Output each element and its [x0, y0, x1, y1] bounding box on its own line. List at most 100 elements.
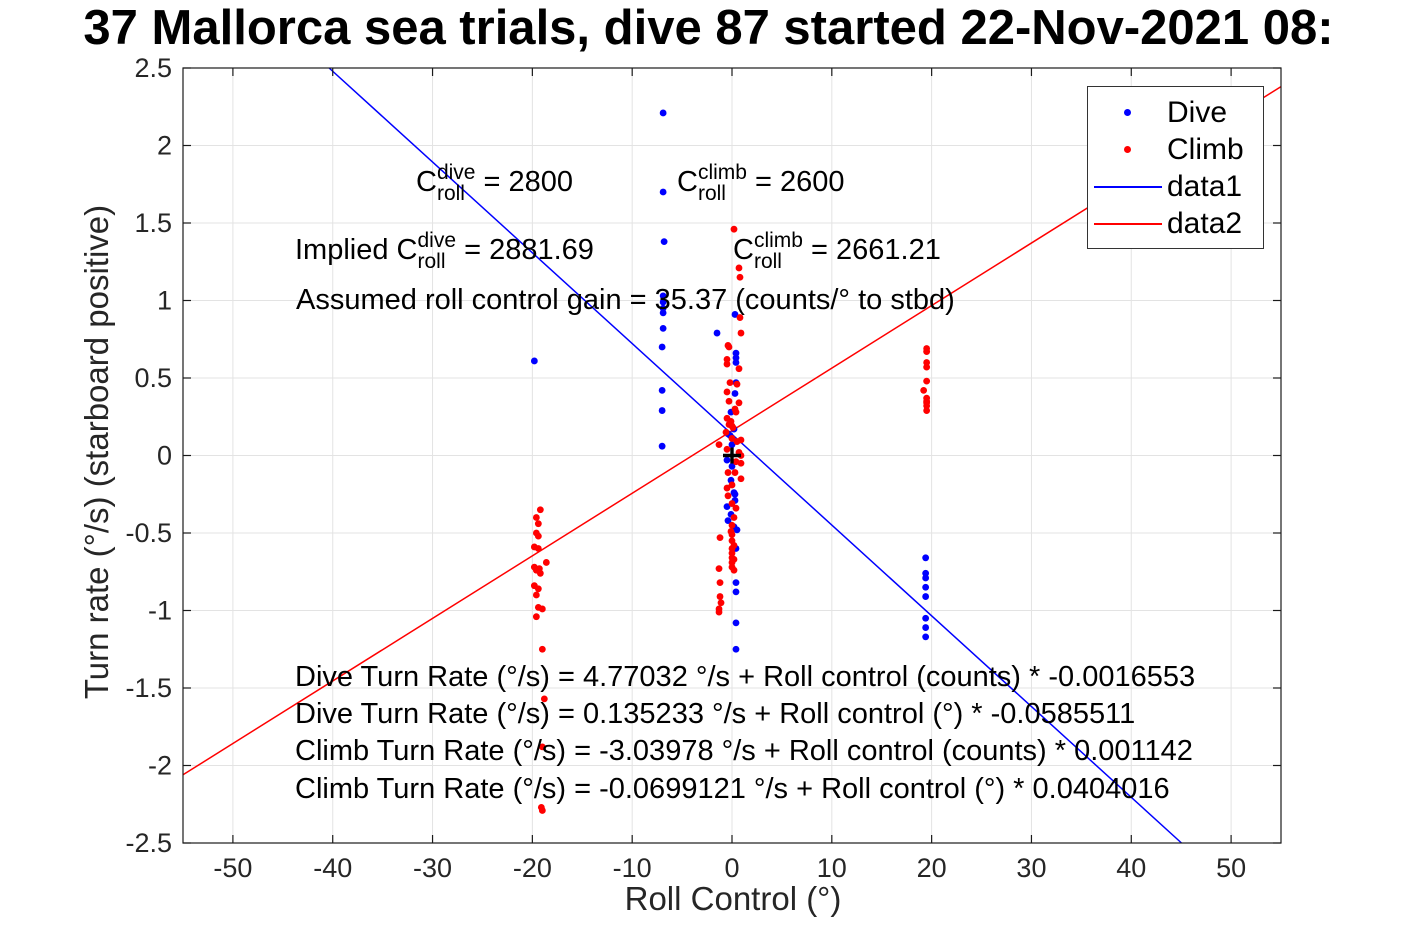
point-dive [659, 188, 667, 196]
point-climb [737, 475, 745, 483]
point-dive [922, 633, 930, 641]
point-dive [530, 357, 538, 365]
x-tick-label: -40 [313, 853, 352, 883]
point-climb [715, 565, 723, 573]
point-climb [732, 408, 740, 416]
point-dive [658, 442, 666, 450]
point-climb [728, 435, 736, 442]
point-climb [923, 363, 931, 371]
x-tick-label: -50 [213, 853, 252, 883]
annotation-gain: Assumed roll control gain = 35.37 (count… [296, 284, 955, 316]
point-climb [534, 532, 542, 540]
point-climb [729, 424, 737, 431]
point-climb [538, 807, 546, 814]
point-climb [538, 605, 546, 613]
data1-line-marker-icon [1088, 185, 1167, 188]
point-dive [732, 354, 740, 362]
point-climb [736, 314, 744, 321]
point-dive [922, 554, 930, 562]
point-climb [723, 356, 731, 363]
annotation-fit-dive-counts: Dive Turn Rate (°/s) = 4.77032 °/s + Rol… [295, 661, 1196, 693]
point-climb [723, 388, 731, 396]
point-dive [728, 441, 736, 449]
point-dive [660, 238, 668, 246]
point-climb [735, 264, 743, 272]
point-climb [716, 579, 724, 586]
point-climb [923, 348, 931, 356]
y-tick-label: 1 [157, 286, 172, 316]
point-climb [728, 481, 736, 489]
point-climb [728, 549, 736, 557]
sup-sub-stack: dive roll [436, 161, 476, 206]
point-dive [922, 593, 930, 600]
point-climb [724, 492, 732, 500]
point-climb [735, 365, 743, 373]
point-climb [728, 545, 736, 552]
point-climb [923, 377, 931, 385]
point-dive [713, 329, 721, 337]
point-dive [723, 456, 731, 464]
point-climb [534, 545, 542, 552]
point-climb [715, 608, 723, 616]
point-climb [532, 591, 540, 599]
point-climb [723, 484, 731, 492]
point-dive [731, 390, 739, 397]
point-climb [715, 441, 723, 449]
annotation-fit-climb-deg: Climb Turn Rate (°/s) = -0.0699121 °/s +… [295, 773, 1170, 805]
point-dive [728, 462, 736, 470]
y-axis-label: Turn rate (°/s) (starboard positive) [78, 204, 115, 700]
legend-box: Dive Climb data1 data2 [1087, 86, 1264, 249]
origin-plus-marker [723, 447, 741, 464]
legend-entry-dive: Dive [1088, 94, 1263, 131]
point-climb [736, 273, 744, 281]
sup-sub-stack: climb roll [697, 161, 747, 206]
point-dive [732, 645, 740, 653]
point-climb [722, 428, 730, 436]
y-tick-label: 0 [157, 441, 172, 471]
y-tick-label: 0.5 [134, 363, 172, 393]
point-climb [730, 225, 738, 233]
point-climb [737, 329, 745, 337]
point-dive [659, 292, 667, 300]
point-climb [536, 506, 544, 514]
annotation-fit-climb-counts: Climb Turn Rate (°/s) = -3.03978 °/s + R… [295, 735, 1193, 767]
x-tick-label: 40 [1116, 853, 1146, 883]
point-climb [538, 645, 546, 653]
y-tick-label: 1.5 [134, 208, 172, 238]
point-climb [732, 504, 740, 512]
point-climb [923, 359, 931, 366]
x-tick-label: -10 [613, 853, 652, 883]
x-tick-label: -30 [413, 853, 452, 883]
climb-dot-marker-icon [1088, 146, 1167, 153]
fit-line-data1 [328, 67, 1182, 844]
y-tick-label: -0.5 [125, 518, 172, 548]
point-dive [732, 619, 740, 627]
point-dive [732, 579, 740, 586]
point-climb [534, 520, 542, 528]
y-tick-label: -2 [148, 751, 172, 781]
point-climb [532, 613, 540, 621]
point-climb [731, 469, 739, 476]
y-tick-label: -2.5 [125, 828, 172, 858]
point-climb [920, 387, 928, 394]
x-tick-label: 50 [1216, 853, 1246, 883]
point-climb [724, 469, 732, 476]
point-climb [725, 343, 733, 351]
point-dive [922, 569, 930, 577]
point-dive [724, 517, 732, 524]
legend-entry-climb: Climb [1088, 131, 1263, 168]
point-climb [730, 566, 738, 574]
point-dive [922, 624, 930, 631]
x-tick-label: 10 [817, 853, 847, 883]
point-climb [728, 531, 736, 538]
point-dive [732, 588, 740, 596]
point-climb [923, 407, 931, 414]
point-dive [659, 304, 667, 312]
y-tick-label: -1.5 [125, 673, 172, 703]
point-dive [922, 574, 930, 582]
x-tick-label: 20 [917, 853, 947, 883]
point-climb [733, 438, 741, 445]
point-climb [536, 569, 544, 577]
